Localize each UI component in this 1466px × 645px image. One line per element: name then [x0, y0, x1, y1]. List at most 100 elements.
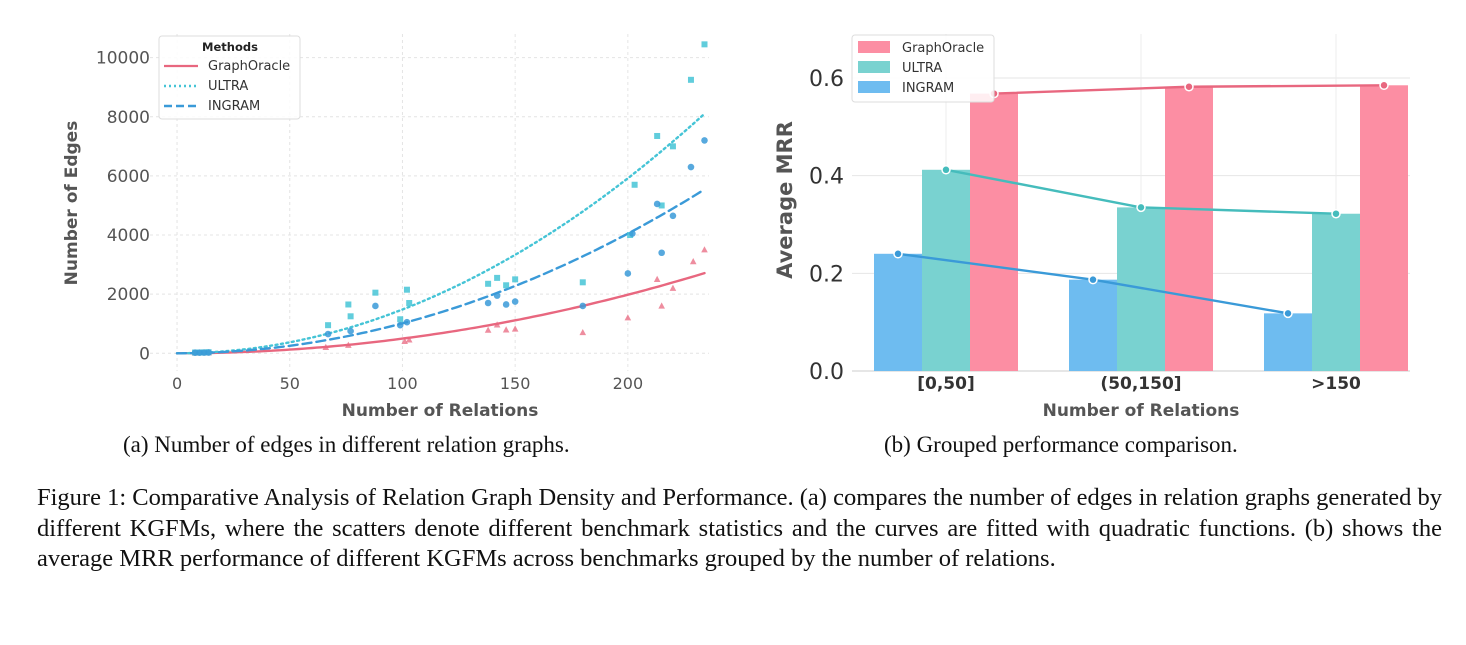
- chart-a-xtick-200: 200: [613, 374, 644, 393]
- chart-a-point-ultra-11: [485, 280, 492, 287]
- chart-a-point-ingram-20: [701, 137, 708, 144]
- chart-a-legend-label-graphoracle: GraphOracle: [208, 59, 290, 74]
- chart-a-point-ingram-16: [653, 200, 661, 208]
- chart-a-point-graphoracle-13: [624, 314, 632, 321]
- chart-a-point-ultra-4: [325, 322, 332, 329]
- chart-a-point-graphoracle-8: [484, 326, 492, 333]
- chart-b-ylabel: Average MRR: [773, 121, 797, 279]
- chart-b-bar-ingram-2: [1264, 313, 1312, 371]
- chart-b-bar-ultra-2: [1312, 213, 1360, 371]
- chart-a-point-ingram-4: [324, 330, 332, 338]
- chart-a-legend-label-ultra: ULTRA: [208, 79, 248, 94]
- chart-b-xtick-1: (50,150]: [1100, 374, 1181, 394]
- chart-b-trend-marker-ingram-2: [1283, 308, 1293, 319]
- chart-b-ytick-0.4: 0.4: [809, 165, 844, 190]
- chart-a-point-graphoracle-9: [493, 321, 501, 328]
- chart-a-ylabel: Number of Edges: [62, 121, 82, 286]
- chart-a-point-ultra-13: [503, 282, 510, 289]
- chart-b-ticks: 0.0 0.2 0.4 0.6 [0,50] (50,150] >150: [809, 67, 1361, 394]
- chart-b-legend-label-ingram: INGRAM: [902, 81, 954, 96]
- chart-a-point-ultra-8: [397, 316, 404, 323]
- chart-a-point-ultra-21: [687, 76, 694, 83]
- chart-a-point-graphoracle-14: [653, 275, 661, 282]
- chart-a-point-ultra-12: [494, 274, 501, 281]
- chart-a-xtick-150: 150: [500, 374, 531, 393]
- chart-b-legend-label-graphoracle: GraphOracle: [902, 41, 984, 56]
- chart-a-point-ultra-17: [631, 181, 638, 188]
- chart-a-ytick-8000: 8000: [107, 108, 150, 128]
- chart-a-point-ingram-19: [687, 163, 695, 171]
- chart-b-legend-swatch-ingram: [858, 81, 890, 93]
- chart-b-xtick-2: >150: [1311, 374, 1361, 394]
- chart-b-bar-ultra-1: [1117, 207, 1165, 371]
- chart-a-fit-curve-graphoracle: [175, 271, 706, 355]
- chart-a-legend-title: Methods: [202, 40, 258, 54]
- chart-a-point-ingram-14: [624, 270, 632, 277]
- chart-a-xtick-50: 50: [280, 374, 300, 393]
- chart-b-trend-lines: [893, 80, 1389, 319]
- chart-b-bars: [874, 85, 1408, 372]
- chart-a-point-ingram-0: [191, 349, 199, 356]
- chart-a-point-ingram-12: [511, 298, 519, 305]
- chart-a-point-ingram-8: [403, 318, 411, 326]
- chart-a-ytick-0: 0: [139, 344, 150, 364]
- chart-b-legend-swatch-graphoracle: [858, 41, 890, 53]
- chart-b-trend-marker-ultra-0: [941, 165, 951, 175]
- chart-a-point-ultra-6: [347, 313, 354, 320]
- figure-caption: Figure 1: Comparative Analysis of Relati…: [37, 484, 1442, 572]
- chart-a-xlabel: Number of Relations: [342, 401, 539, 421]
- chart-a-point-ultra-20: [669, 143, 676, 150]
- chart-b-xtick-0: [0,50]: [917, 374, 974, 394]
- chart-b-ytick-0: 0.0: [809, 360, 844, 385]
- chart-b-ytick-0.2: 0.2: [809, 262, 844, 287]
- chart-a-point-ultra-9: [403, 286, 410, 293]
- chart-a-legend-label-ingram: INGRAM: [208, 99, 260, 114]
- chart-a-point-ingram-7: [396, 321, 404, 329]
- chart-a-ytick-10000: 10000: [96, 49, 150, 69]
- chart-a-xtick-100: 100: [387, 374, 418, 393]
- chart-a-fit-curve-ultra: [175, 112, 706, 355]
- chart-a-legend: Methods GraphOracle ULTRA INGRAM: [158, 35, 301, 120]
- chart-b-bar-graphoracle-0: [970, 93, 1018, 371]
- chart-a-point-ingram-6: [372, 302, 379, 310]
- chart-a-ytick-2000: 2000: [107, 285, 150, 305]
- chart-a-point-ingram-9: [484, 299, 492, 307]
- chart-a-point-ingram-13: [579, 302, 587, 310]
- chart-a-point-graphoracle-12: [579, 328, 587, 336]
- chart-a-point-ingram-3: [205, 349, 212, 356]
- chart-b-trend-marker-ingram-1: [1088, 274, 1098, 285]
- chart-a-points: [191, 41, 708, 356]
- chart-a-fit-curves: [175, 112, 706, 355]
- chart-a-point-ingram-10: [493, 292, 501, 299]
- chart-a-ytick-6000: 6000: [107, 167, 150, 187]
- chart-a-point-graphoracle-11: [511, 325, 519, 332]
- chart-a-point-graphoracle-7: [405, 336, 413, 343]
- chart-a-point-ultra-22: [701, 41, 708, 48]
- chart-a-xtick-0: 0: [172, 374, 182, 393]
- chart-a-point-graphoracle-15: [658, 302, 665, 309]
- chart-a-point-graphoracle-5: [345, 341, 352, 348]
- caption-a: (a) Number of edges in different relatio…: [123, 432, 570, 457]
- chart-a-ytick-4000: 4000: [107, 226, 150, 246]
- chart-b-bar-ingram-0: [874, 253, 922, 371]
- chart-b-trend-marker-ultra-1: [1136, 202, 1146, 213]
- chart-a-point-ingram-18: [669, 212, 677, 220]
- chart-b-trend-marker-graphoracle-1: [1184, 81, 1194, 92]
- chart-b-bar-ultra-0: [922, 169, 970, 371]
- chart-b-bar-ingram-1: [1069, 279, 1117, 371]
- mrr-bar-chart: 0.0 0.2 0.4 0.6 [0,50] (50,150] >150 Number of…: [773, 34, 1410, 421]
- chart-a-fit-curve-ingram: [175, 188, 706, 355]
- chart-a-point-ultra-14: [512, 276, 519, 283]
- chart-a-point-ingram-17: [658, 249, 665, 257]
- chart-a-point-graphoracle-10: [502, 326, 510, 333]
- chart-b-xlabel: Number of Relations: [1043, 401, 1240, 421]
- chart-a-point-graphoracle-16: [669, 284, 677, 291]
- chart-a-point-ingram-5: [347, 327, 354, 335]
- chart-b-legend: GraphOracle ULTRA INGRAM: [851, 34, 995, 103]
- chart-a-point-ultra-15: [579, 279, 586, 286]
- chart-b-ytick-0.6: 0.6: [809, 67, 844, 92]
- chart-a-point-ultra-7: [372, 289, 379, 296]
- chart-b-legend-label-ultra: ULTRA: [902, 61, 942, 76]
